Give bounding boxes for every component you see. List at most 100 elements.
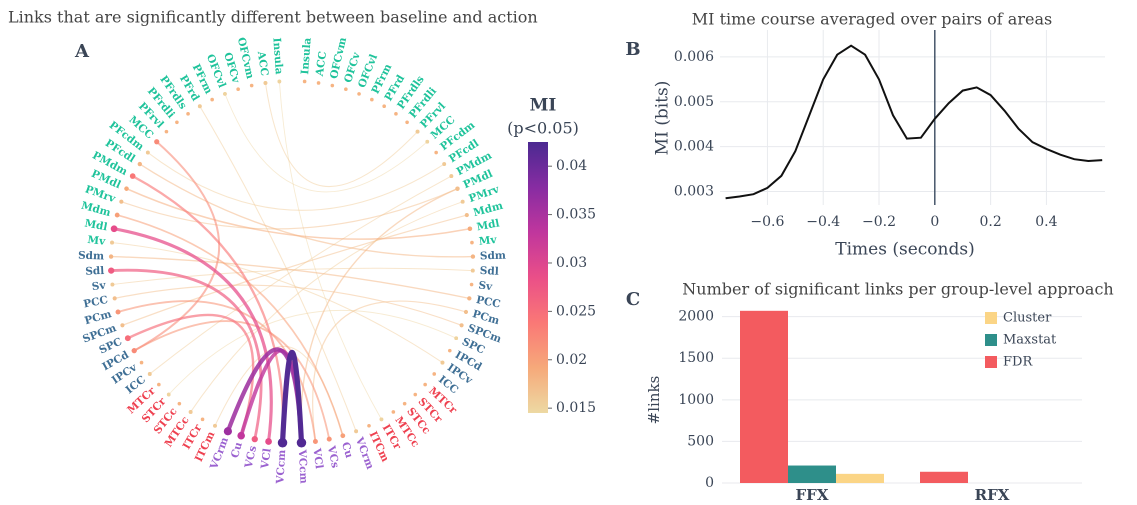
colorbar-subtitle: (p<0.05) (507, 119, 579, 138)
node-dot (432, 372, 437, 376)
link-end (463, 309, 469, 315)
node-dot (405, 120, 409, 125)
link-end (110, 240, 115, 245)
link-end (354, 429, 359, 434)
link-end (213, 423, 217, 428)
node-dot (357, 92, 361, 96)
y-tick-label: 500 (687, 433, 714, 449)
link-end (115, 309, 121, 315)
x-tick-label: 0.2 (979, 214, 1001, 230)
link (264, 82, 418, 187)
link-end (223, 92, 227, 96)
link-end (145, 150, 150, 155)
node-dot (344, 87, 348, 91)
link (224, 93, 428, 193)
link-end (440, 360, 445, 365)
node-dot (210, 97, 214, 102)
legend-label: FDR (1003, 355, 1033, 370)
legend-label: Cluster (1003, 311, 1052, 326)
colorbar-tick-label: 0.015 (556, 400, 596, 416)
link-end (379, 417, 384, 422)
link (114, 284, 462, 326)
node-dot (367, 424, 371, 428)
link (168, 309, 457, 395)
node-label: VCl (259, 448, 274, 471)
link-end (265, 438, 272, 445)
link (149, 175, 452, 375)
colorbar (528, 142, 548, 413)
link-end (470, 254, 476, 259)
node-dot (249, 83, 254, 88)
bar (836, 473, 884, 483)
link-end (154, 139, 160, 145)
x-axis-label: Times (seconds) (835, 240, 974, 260)
node-label: Sv (91, 279, 107, 293)
node-label: Mdl (84, 217, 109, 233)
link-end (326, 436, 332, 442)
link (122, 214, 467, 326)
link-end (454, 336, 459, 341)
link-end (166, 392, 171, 397)
link-end (188, 410, 193, 414)
node-label: Sdl (85, 265, 104, 278)
node-label: VCcm (274, 449, 288, 485)
x-tick-label: 0.4 (1035, 214, 1057, 230)
node-dot (164, 129, 169, 134)
links (111, 81, 473, 443)
node-label: VCl (310, 447, 325, 470)
link (147, 152, 445, 211)
node-dot (382, 104, 386, 109)
link-end (277, 438, 288, 448)
node-dot (391, 410, 396, 414)
node-label: Sdl (480, 265, 499, 278)
node-label: ACC (255, 50, 271, 77)
colorbar-tick-label: 0.03 (556, 255, 587, 271)
node-label: VCs (325, 444, 342, 469)
node-label: Sv (478, 279, 494, 293)
node-dot (139, 360, 144, 365)
link-end (237, 431, 245, 440)
link-end (223, 427, 232, 436)
link-end (112, 296, 117, 301)
y-tick-label: 0 (705, 475, 714, 491)
node-label: Mdl (476, 217, 501, 233)
legend-swatch (985, 356, 997, 368)
link-end (464, 213, 469, 218)
colorbar-tick-label: 0.04 (556, 158, 587, 174)
link-end (131, 348, 137, 354)
node-label: Cu (229, 440, 245, 459)
link (126, 187, 471, 240)
node-dot (330, 83, 335, 88)
link-end (251, 435, 258, 443)
node-label: Cu (339, 441, 355, 460)
link-end (415, 129, 420, 134)
bar (920, 471, 968, 483)
link-end (129, 173, 136, 179)
link-end (124, 186, 129, 191)
link-end (467, 296, 472, 301)
link-end (277, 79, 282, 84)
node-dot (236, 87, 240, 91)
colorbar-title: MI (530, 96, 557, 116)
y-tick-label: 1500 (678, 350, 714, 366)
link-end (460, 199, 465, 204)
node-label: VCs (243, 445, 260, 470)
link (199, 105, 357, 432)
node-dot (447, 348, 452, 353)
node-dot (200, 417, 205, 422)
node-label: VCcm (296, 448, 310, 484)
link-end (108, 267, 115, 274)
link (111, 268, 263, 440)
node-dot (157, 382, 161, 387)
link-end (470, 268, 475, 273)
node-dot (175, 120, 179, 125)
link (116, 214, 344, 436)
link-end (296, 438, 307, 448)
bar-title: Number of significant links per group-le… (682, 280, 1113, 299)
x-tick-label: −0.2 (862, 214, 896, 230)
y-tick-label: 0.005 (674, 94, 714, 110)
x-tick-label: FFX (796, 486, 829, 504)
link-end (120, 323, 125, 328)
node-dot (413, 392, 418, 397)
link-end (147, 371, 152, 376)
